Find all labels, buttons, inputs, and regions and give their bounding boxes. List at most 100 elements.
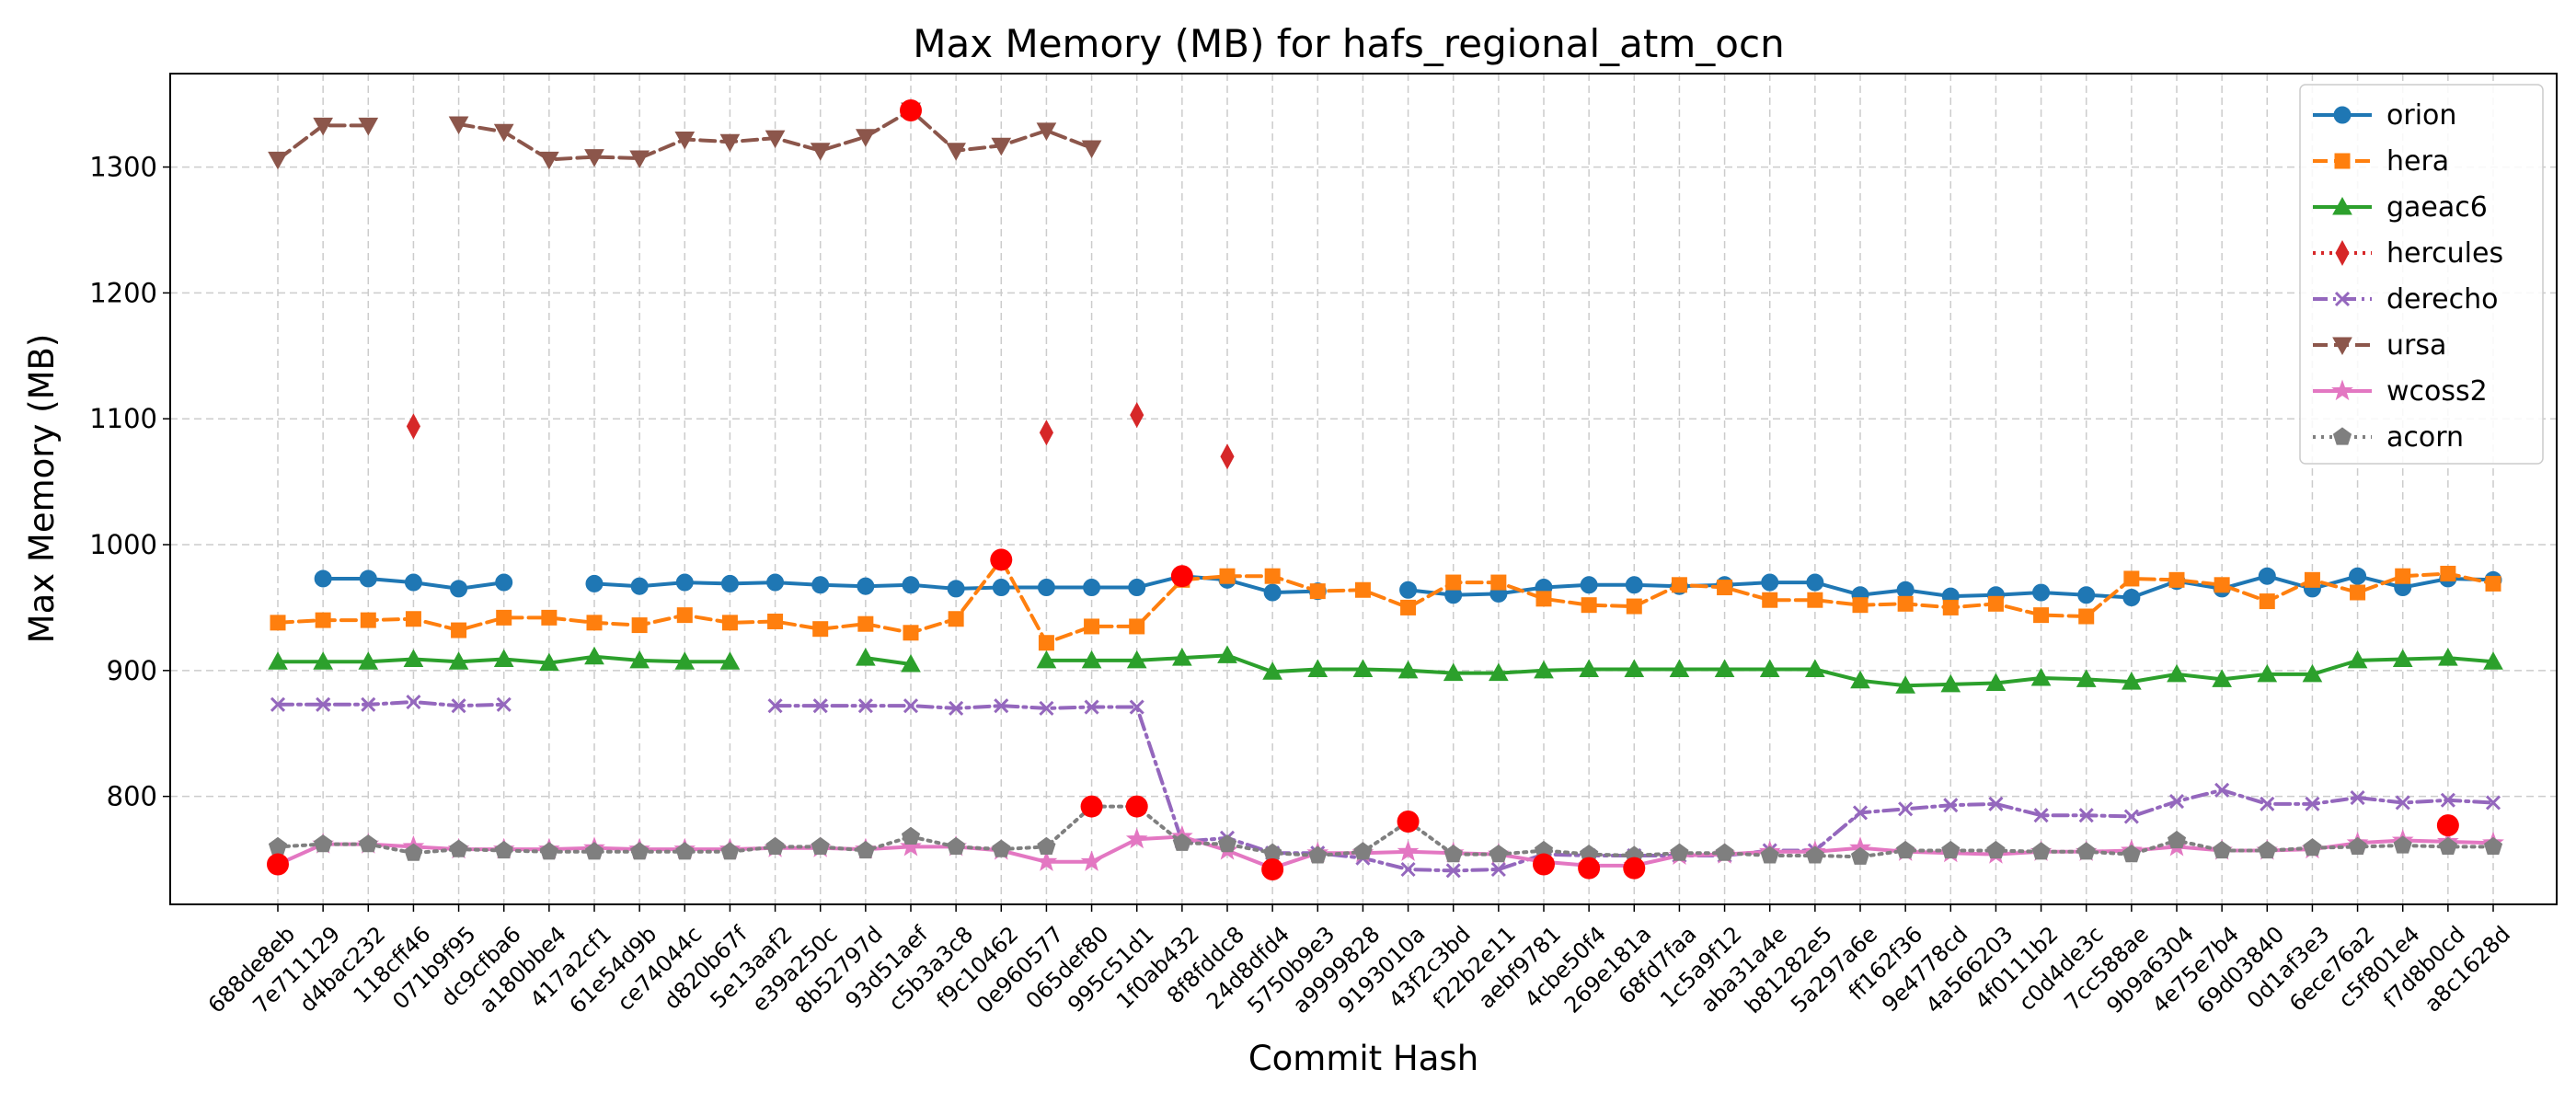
data-point-gaeac6 bbox=[358, 651, 379, 670]
data-point-hera bbox=[1309, 583, 1326, 600]
series-line-derecho bbox=[276, 700, 506, 708]
data-point-hera bbox=[948, 611, 964, 627]
data-point-acorn bbox=[404, 843, 423, 861]
data-point-orion bbox=[630, 577, 649, 595]
data-point-hera bbox=[2485, 575, 2501, 592]
data-point-gaeac6 bbox=[1895, 675, 1915, 694]
data-point-hera bbox=[2078, 608, 2095, 625]
data-point-gaeac6 bbox=[1714, 659, 1735, 677]
highlight-point bbox=[1623, 857, 1646, 880]
y-tick-label: 1300 bbox=[89, 152, 157, 183]
data-point-derecho bbox=[1490, 861, 1506, 878]
data-point-hera bbox=[586, 615, 603, 631]
data-point-derecho bbox=[2214, 782, 2230, 798]
data-point-acorn bbox=[1217, 834, 1237, 853]
legend-item-derecho: derecho bbox=[2313, 283, 2499, 316]
highlight-point bbox=[1397, 811, 1420, 834]
legend-item-wcoss2: wcoss2 bbox=[2313, 375, 2488, 408]
data-point-acorn bbox=[1353, 842, 1373, 860]
data-point-hera bbox=[631, 617, 648, 634]
data-point-orion bbox=[1128, 579, 1146, 597]
data-point-ursa bbox=[313, 117, 333, 136]
data-point-orion bbox=[2032, 583, 2051, 602]
highlight-layer bbox=[267, 99, 2459, 880]
data-point-acorn bbox=[901, 826, 921, 845]
data-point-gaeac6 bbox=[2030, 668, 2052, 686]
data-point-gaeac6 bbox=[1489, 662, 1509, 682]
data-point-acorn bbox=[539, 842, 558, 860]
data-point-gaeac6 bbox=[1624, 659, 1645, 677]
highlight-point bbox=[990, 548, 1013, 571]
data-point-ursa bbox=[493, 123, 514, 143]
data-point-gaeac6 bbox=[1307, 659, 1328, 677]
data-point-acorn bbox=[2258, 840, 2277, 859]
data-point-gaeac6 bbox=[1579, 659, 1599, 677]
highlight-point bbox=[2436, 814, 2459, 837]
data-point-ursa bbox=[946, 143, 966, 161]
data-point-hera bbox=[2214, 577, 2230, 593]
y-tick-label: 1200 bbox=[89, 277, 157, 308]
data-point-hera bbox=[2033, 607, 2050, 624]
legend-label-hera: hera bbox=[2386, 145, 2449, 178]
data-point-acorn bbox=[268, 836, 288, 855]
series-hera bbox=[270, 551, 2501, 651]
data-point-hera bbox=[1581, 597, 1597, 614]
legend: orion hera gaeac6 hercules derecho ursa wcoss2… bbox=[2299, 84, 2544, 465]
data-point-derecho bbox=[1943, 798, 1959, 813]
data-point-orion bbox=[1806, 573, 1824, 592]
data-point-orion bbox=[2349, 567, 2367, 585]
data-point-derecho bbox=[496, 696, 512, 712]
data-point-ursa bbox=[358, 117, 379, 136]
data-point-gaeac6 bbox=[2438, 648, 2458, 666]
data-point-hera bbox=[270, 615, 286, 631]
data-point-acorn bbox=[1760, 845, 1779, 864]
data-point-derecho bbox=[2440, 792, 2455, 808]
data-point-hera bbox=[2259, 593, 2275, 610]
data-point-derecho bbox=[903, 698, 919, 714]
data-point-hera bbox=[541, 609, 558, 626]
highlight-point bbox=[267, 853, 289, 876]
data-point-hera bbox=[1264, 568, 1281, 584]
data-point-ursa bbox=[674, 131, 696, 150]
data-point-orion bbox=[314, 569, 332, 588]
data-point-acorn bbox=[2348, 836, 2367, 855]
data-point-orion bbox=[2258, 567, 2276, 585]
data-point-hera bbox=[1717, 580, 1733, 596]
data-point-acorn bbox=[765, 836, 785, 855]
data-point-acorn bbox=[584, 842, 604, 860]
y-tick-label: 1000 bbox=[89, 529, 157, 560]
legend-box bbox=[2299, 84, 2544, 465]
data-point-hera bbox=[2168, 571, 2185, 588]
legend-label-orion: orion bbox=[2386, 99, 2456, 132]
legend-marker-derecho bbox=[2334, 291, 2351, 307]
data-point-orion bbox=[720, 574, 739, 592]
data-point-acorn bbox=[811, 836, 830, 855]
data-point-gaeac6 bbox=[1126, 650, 1147, 669]
data-point-hera bbox=[1354, 581, 1371, 598]
data-point-ursa bbox=[719, 133, 741, 153]
data-point-gaeac6 bbox=[2122, 672, 2142, 690]
data-point-orion bbox=[404, 573, 422, 592]
data-point-hercules bbox=[1039, 420, 1053, 446]
data-point-hera bbox=[903, 625, 919, 641]
data-point-derecho bbox=[1445, 863, 1461, 879]
data-point-derecho bbox=[857, 698, 873, 714]
data-point-hera bbox=[1490, 574, 1507, 591]
data-point-hera bbox=[1535, 591, 1552, 607]
data-point-gaeac6 bbox=[719, 651, 741, 670]
data-point-gaeac6 bbox=[1397, 660, 1419, 679]
highlight-point bbox=[1533, 853, 1555, 876]
data-point-wcoss2 bbox=[1080, 850, 1103, 871]
data-point-derecho bbox=[2260, 796, 2275, 811]
legend-marker-orion bbox=[2333, 106, 2352, 124]
data-point-hera bbox=[1626, 598, 1642, 615]
data-point-acorn bbox=[1850, 846, 1870, 865]
data-point-derecho bbox=[2123, 809, 2139, 824]
data-point-acorn bbox=[1489, 844, 1508, 863]
legend-marker-wcoss2 bbox=[2331, 379, 2353, 401]
data-point-hera bbox=[2304, 571, 2320, 588]
data-point-acorn bbox=[1715, 843, 1734, 861]
data-point-gaeac6 bbox=[268, 651, 288, 670]
data-point-acorn bbox=[449, 839, 468, 857]
data-point-acorn bbox=[1308, 845, 1328, 864]
